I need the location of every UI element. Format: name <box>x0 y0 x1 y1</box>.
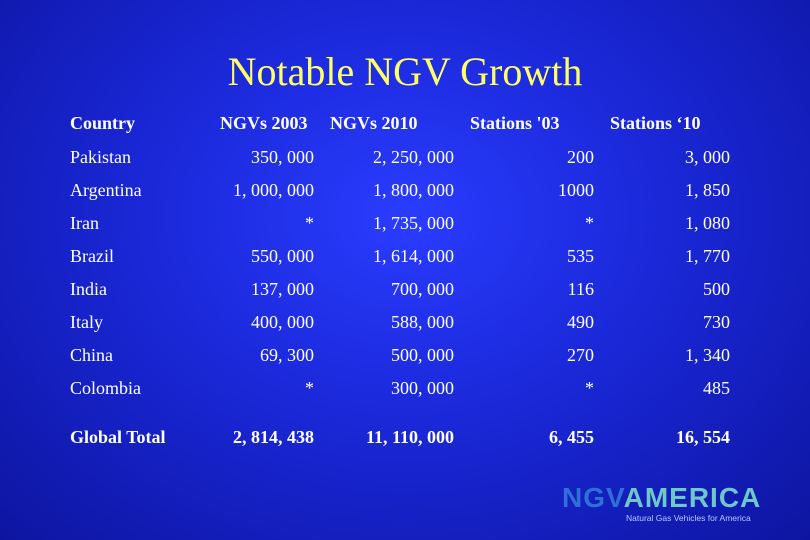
table-row: Brazil 550, 000 1, 614, 000 535 1, 770 <box>62 240 738 273</box>
cell-ngvs-2003: 1, 000, 000 <box>233 180 314 200</box>
table-spacer <box>62 405 738 421</box>
cell-country: China <box>70 345 113 365</box>
logo-ngv-text: NGV <box>562 482 624 513</box>
cell-country: Argentina <box>70 180 142 200</box>
cell-stations-03: 200 <box>567 147 594 167</box>
header-ngvs-2003: NGVs 2003 <box>220 113 308 133</box>
logo-america-text: AMERICA <box>623 482 762 513</box>
cell-stations-03: 490 <box>567 312 594 332</box>
cell-stations-03: 116 <box>567 279 594 299</box>
cell-stations-10: 1, 850 <box>685 180 730 200</box>
cell-country: Brazil <box>70 246 114 266</box>
table-row: India 137, 000 700, 000 116 500 <box>62 273 738 306</box>
cell-stations-03: 1000 <box>558 180 594 200</box>
cell-ngvs-2003: 350, 000 <box>251 147 314 167</box>
cell-ngvs-2003: * <box>305 213 314 233</box>
cell-stations-10: 1, 770 <box>685 246 730 266</box>
cell-ngvs-2010: 2, 250, 000 <box>373 147 454 167</box>
spacer-cell <box>62 405 738 421</box>
cell-ngvs-2003: 400, 000 <box>251 312 314 332</box>
header-stations-03: Stations '03 <box>470 113 560 133</box>
cell-country: India <box>70 279 107 299</box>
cell-stations-03: 535 <box>567 246 594 266</box>
total-ngvs-2010: 11, 110, 000 <box>365 427 454 447</box>
cell-stations-03: * <box>585 378 594 398</box>
table-row: China 69, 300 500, 000 270 1, 340 <box>62 339 738 372</box>
table-row: Argentina 1, 000, 000 1, 800, 000 1000 1… <box>62 174 738 207</box>
ngv-growth-table: Country NGVs 2003 NGVs 2010 Stations '03… <box>62 106 738 454</box>
cell-ngvs-2010: 588, 000 <box>391 312 454 332</box>
cell-ngvs-2003: * <box>305 378 314 398</box>
cell-stations-10: 730 <box>703 312 730 332</box>
cell-stations-10: 485 <box>703 378 730 398</box>
cell-ngvs-2003: 550, 000 <box>251 246 314 266</box>
cell-country: Pakistan <box>70 147 131 167</box>
cell-ngvs-2010: 1, 735, 000 <box>373 213 454 233</box>
cell-ngvs-2010: 1, 614, 000 <box>373 246 454 266</box>
cell-stations-03: 270 <box>567 345 594 365</box>
table-row: Pakistan 350, 000 2, 250, 000 200 3, 000 <box>62 141 738 174</box>
logo-tagline: Natural Gas Vehicles for America <box>626 513 751 523</box>
total-stations-10: 16, 554 <box>676 427 730 447</box>
table-row: Italy 400, 000 588, 000 490 730 <box>62 306 738 339</box>
cell-country: Iran <box>70 213 99 233</box>
cell-stations-10: 3, 000 <box>685 147 730 167</box>
cell-ngvs-2010: 300, 000 <box>391 378 454 398</box>
logo-wordmark: NGVAMERICA <box>562 484 782 512</box>
table-row: Colombia * 300, 000 * 485 <box>62 372 738 405</box>
header-ngvs-2010: NGVs 2010 <box>330 113 418 133</box>
total-stations-03: 6, 455 <box>549 427 594 447</box>
cell-ngvs-2003: 137, 000 <box>251 279 314 299</box>
total-label: Global Total <box>70 427 166 447</box>
cell-stations-10: 1, 340 <box>685 345 730 365</box>
cell-country: Colombia <box>70 378 141 398</box>
header-stations-10: Stations ‘10 <box>610 113 701 133</box>
cell-stations-10: 1, 080 <box>685 213 730 233</box>
cell-ngvs-2010: 700, 000 <box>391 279 454 299</box>
cell-country: Italy <box>70 312 103 332</box>
ngvamerica-logo: NGVAMERICA Natural Gas Vehicles for Amer… <box>562 484 782 524</box>
cell-ngvs-2003: 69, 300 <box>260 345 314 365</box>
cell-stations-03: * <box>585 213 594 233</box>
total-ngvs-2003: 2, 814, 438 <box>233 427 314 447</box>
cell-ngvs-2010: 1, 800, 000 <box>373 180 454 200</box>
table-header-row: Country NGVs 2003 NGVs 2010 Stations '03… <box>62 106 738 141</box>
cell-ngvs-2010: 500, 000 <box>391 345 454 365</box>
cell-stations-10: 500 <box>703 279 730 299</box>
header-country: Country <box>70 113 136 133</box>
table-row: Iran * 1, 735, 000 * 1, 080 <box>62 207 738 240</box>
slide-title: Notable NGV Growth <box>227 49 583 94</box>
table-total-row: Global Total 2, 814, 438 11, 110, 000 6,… <box>62 421 738 454</box>
